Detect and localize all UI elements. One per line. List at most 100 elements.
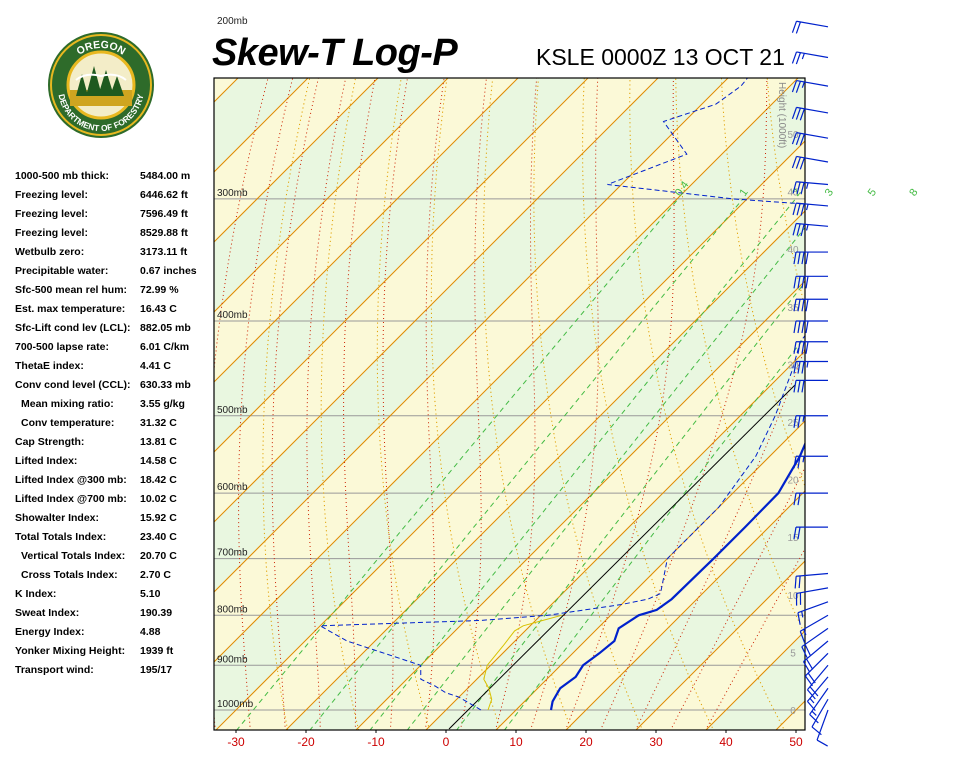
isotherm-line <box>635 560 805 730</box>
mixing-ratio-label: 8 <box>907 187 920 199</box>
wind-barb <box>793 298 828 312</box>
mixing-ratio-lines <box>236 198 805 730</box>
stat-value: 16.43 C <box>140 303 177 315</box>
stat-value: 1939 ft <box>140 645 174 657</box>
x-tick-label: 20 <box>579 735 593 749</box>
stat-value: 2.70 C <box>140 569 171 581</box>
wind-barb <box>797 601 829 625</box>
moist-adiabat-line <box>382 78 409 730</box>
stat-label: Freezing level: <box>15 189 88 201</box>
stat-row: Lifted Index @300 mb: 18.42 C <box>15 472 210 491</box>
stat-value: 72.99 % <box>140 284 179 296</box>
wind-barb <box>791 51 829 65</box>
stat-value: 882.05 mb <box>140 322 191 334</box>
plot-frame <box>213 77 806 731</box>
wind-barb <box>792 181 829 195</box>
x-tick-label: 30 <box>649 735 663 749</box>
stat-label: Cross Totals Index: <box>21 569 118 581</box>
stat-row: 700-500 lapse rate: 6.01 C/km <box>15 339 210 358</box>
wind-barb <box>792 222 829 237</box>
stat-label: Freezing level: <box>15 227 88 239</box>
stat-label: Lifted Index @700 mb: <box>15 493 127 505</box>
temperature-axis: -30 -20 -10 0 10 20 30 40 50 <box>227 730 803 749</box>
wind-barb <box>791 155 829 170</box>
wind-barb <box>793 320 828 334</box>
wind-barb <box>793 275 828 289</box>
stat-value: 3173.11 ft <box>140 246 188 258</box>
stat-label: Showalter Index: <box>15 512 100 524</box>
stat-value: 23.40 C <box>140 531 177 543</box>
stat-row: Conv temperature: 31.32 C <box>15 415 210 434</box>
stat-value: 7596.49 ft <box>140 208 188 220</box>
wind-barb <box>802 640 829 673</box>
wind-barb <box>816 709 829 747</box>
moist-adiabat-line <box>600 78 768 730</box>
height-axis-title: Height (1000ft) <box>776 82 787 148</box>
wind-barb <box>791 132 829 146</box>
x-tick-label: 0 <box>443 735 450 749</box>
stat-row: Total Totals Index: 23.40 C <box>15 529 210 548</box>
stat-label: Cap Strength: <box>15 436 85 448</box>
stat-label: 700-500 lapse rate: <box>15 341 109 353</box>
isobar-label: 800mb <box>217 604 248 615</box>
wind-barb <box>793 341 828 354</box>
dry-adiabat-line <box>924 0 960 751</box>
stat-row: Sweat Index: 190.39 <box>15 605 210 624</box>
x-tick-label: -30 <box>227 735 245 749</box>
stat-label: K Index: <box>15 588 57 600</box>
stat-row: Sfc-Lift cond lev (LCL): 882.05 mb <box>15 320 210 339</box>
wind-barb <box>793 415 828 428</box>
stat-row: Vertical Totals Index: 20.70 C <box>15 548 210 567</box>
stat-value: 5.10 <box>140 588 161 600</box>
mixing-ratio-line <box>406 226 805 730</box>
stat-row: Showalter Index: 15.92 C <box>15 510 210 529</box>
isobar-label: 200mb <box>217 16 248 27</box>
height-tick-label: 10 <box>787 591 799 602</box>
stat-label: Est. max temperature: <box>15 303 126 315</box>
wind-barbs <box>791 20 829 747</box>
stat-label: Total Totals Index: <box>15 531 107 543</box>
stat-value: 4.88 <box>140 626 161 638</box>
isotherm-line <box>214 78 519 383</box>
stat-label: Sfc-500 mean rel hum: <box>15 284 128 296</box>
height-tick-label: 20 <box>787 476 799 487</box>
zero-isotherm-line <box>448 384 796 730</box>
height-tick-label: 50 <box>787 130 799 141</box>
isotherm-line <box>214 78 449 313</box>
stat-value: 20.70 C <box>140 550 177 562</box>
stat-label: Sfc-Lift cond lev (LCL): <box>15 322 131 334</box>
mixing-ratio-line <box>456 281 805 730</box>
wind-barb <box>795 587 829 606</box>
stat-label: Mean mixing ratio: <box>21 398 114 410</box>
stat-value: 0.67 inches <box>140 265 197 277</box>
stat-label: Yonker Mixing Height: <box>15 645 126 657</box>
dry-adiabat-line <box>482 78 573 730</box>
wind-barb <box>791 20 829 34</box>
stat-row: Yonker Mixing Height: 1939 ft <box>15 643 210 662</box>
stat-label: 1000-500 mb thick: <box>15 170 109 182</box>
wind-barb <box>793 526 828 540</box>
stat-label: Freezing level: <box>15 208 88 220</box>
wind-barb <box>793 492 828 506</box>
isobar-label: 900mb <box>217 654 248 665</box>
moist-adiabat-line <box>271 78 319 730</box>
height-tick-label: 30 <box>787 360 799 371</box>
stat-row: Sfc-500 mean rel hum: 72.99 % <box>15 282 210 301</box>
logo-top-text: OREGON <box>75 39 128 58</box>
isotherm-line <box>565 490 805 730</box>
sounding-stats-panel: 1000-500 mb thick: 5484.00 m Freezing leve… <box>15 168 210 681</box>
isobar-label: 1000mb <box>217 699 254 710</box>
isotherm-line <box>495 420 805 730</box>
stat-row: Cross Totals Index: 2.70 C <box>15 567 210 586</box>
stat-label: Conv cond level (CCL): <box>15 379 131 391</box>
isotherm-line <box>214 78 659 523</box>
wind-barb <box>793 251 828 265</box>
dry-adiabat-line <box>430 78 502 730</box>
wind-barb <box>792 202 829 216</box>
stat-row: Conv cond level (CCL): 630.33 mb <box>15 377 210 396</box>
oregon-forestry-logo: OREGON DEPARTMENT OF FORESTRY <box>46 30 156 140</box>
dry-adiabat-line <box>885 0 960 751</box>
isotherm-line <box>355 280 805 730</box>
stat-row: Freezing level: 6446.62 ft <box>15 187 210 206</box>
stat-value: 6446.62 ft <box>140 189 188 201</box>
